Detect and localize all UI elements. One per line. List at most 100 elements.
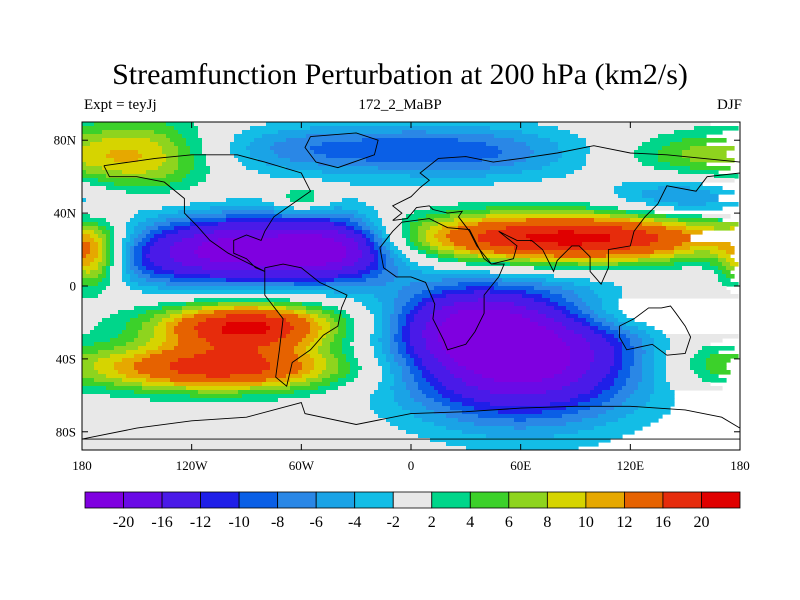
field-cell — [98, 242, 103, 247]
field-cell — [386, 358, 395, 363]
field-cell — [138, 330, 155, 335]
field-cell — [378, 210, 415, 215]
field-cell — [338, 330, 347, 335]
field-cell — [150, 238, 159, 243]
x-tick-label: 60W — [289, 458, 315, 473]
field-cell — [622, 366, 631, 371]
field-cell — [322, 378, 339, 383]
field-cell — [538, 122, 711, 127]
field-cell — [410, 234, 419, 239]
field-cell — [654, 354, 667, 359]
field-cell — [306, 378, 323, 383]
field-cell — [346, 222, 359, 227]
colorbar-label: 8 — [543, 514, 551, 531]
field-cell — [566, 306, 579, 311]
field-cell — [314, 362, 327, 367]
field-cell — [142, 238, 151, 243]
field-cell — [370, 250, 379, 255]
field-cell — [610, 214, 639, 219]
field-cell — [390, 234, 403, 239]
field-cell — [174, 170, 191, 175]
field-cell — [342, 206, 375, 211]
field-cell — [222, 326, 271, 331]
field-cell — [634, 358, 643, 363]
field-cell — [434, 310, 459, 315]
field-cell — [110, 238, 115, 243]
field-cell — [642, 366, 655, 371]
field-cell — [450, 370, 475, 375]
field-cell — [454, 254, 479, 259]
field-cell — [90, 246, 99, 251]
y-tick-label: 80N — [54, 133, 77, 148]
field-cell — [390, 318, 399, 323]
colorbar-label: 2 — [428, 514, 436, 531]
chart-title: Streamfunction Perturbation at 200 hPa (… — [112, 58, 688, 91]
field-cell — [374, 206, 431, 211]
field-cell — [346, 226, 355, 231]
field-cell — [234, 134, 263, 139]
field-cell — [402, 258, 411, 263]
field-cell — [158, 226, 175, 231]
field-cell — [718, 246, 735, 251]
field-cell — [126, 282, 139, 287]
field-cell — [726, 250, 735, 255]
field-cell — [382, 230, 387, 235]
field-cell — [598, 314, 615, 319]
field-cell — [130, 218, 147, 223]
field-cell — [402, 330, 411, 335]
field-cell — [122, 170, 147, 175]
field-cell — [294, 390, 327, 395]
field-cell — [158, 214, 187, 219]
field-cell — [642, 342, 655, 347]
field-cell — [378, 298, 395, 303]
colorbar-swatch — [354, 491, 394, 509]
field-cell — [82, 306, 135, 311]
field-cell — [194, 166, 211, 171]
field-cell — [146, 242, 155, 247]
field-cell — [378, 362, 391, 367]
field-cell — [578, 378, 603, 383]
field-cell — [614, 406, 639, 411]
field-cell — [162, 230, 179, 235]
field-cell — [566, 314, 579, 319]
field-cell — [98, 178, 183, 183]
field-cell — [594, 318, 607, 323]
field-cell — [706, 366, 727, 371]
field-cell — [146, 278, 171, 283]
field-cell — [690, 166, 731, 171]
field-cell — [394, 378, 403, 383]
field-cell — [378, 262, 387, 267]
field-cell — [666, 350, 699, 355]
field-cell — [570, 358, 595, 363]
field-cell — [110, 314, 139, 319]
field-cell — [466, 286, 495, 291]
field-cell — [298, 358, 315, 363]
field-cell — [82, 258, 95, 263]
field-cell — [370, 402, 399, 407]
field-cell — [658, 238, 691, 243]
field-cell — [438, 246, 455, 251]
field-cell — [606, 338, 619, 343]
field-cell — [630, 338, 643, 343]
field-cell — [82, 382, 115, 387]
field-cell — [430, 318, 447, 323]
field-cell — [498, 146, 531, 151]
field-cell — [562, 154, 587, 159]
field-cell — [558, 302, 575, 307]
field-cell — [202, 150, 231, 155]
field-cell — [458, 222, 479, 227]
field-cell — [278, 338, 303, 343]
field-cell — [170, 278, 227, 283]
field-cell — [582, 310, 595, 315]
field-cell — [194, 250, 347, 255]
field-cell — [82, 250, 91, 255]
field-cell — [346, 310, 371, 315]
field-cell — [250, 150, 275, 155]
field-cell — [582, 298, 603, 303]
field-cell — [594, 310, 607, 315]
field-cell — [102, 238, 107, 243]
field-cell — [554, 306, 567, 311]
field-cell — [658, 154, 683, 159]
field-cell — [114, 230, 127, 235]
field-cell — [558, 334, 583, 339]
